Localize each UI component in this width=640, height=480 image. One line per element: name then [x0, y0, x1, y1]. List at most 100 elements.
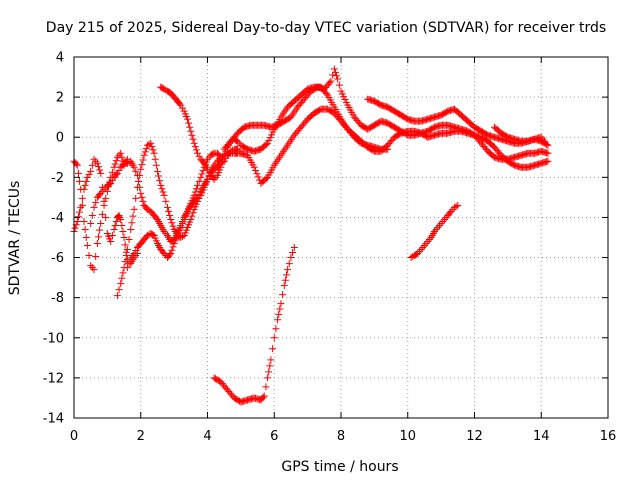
data-point: [110, 163, 118, 171]
data-point: [96, 226, 104, 234]
data-point: [254, 173, 262, 181]
x-tick-label: 16: [600, 429, 617, 444]
data-point: [81, 225, 89, 233]
data-point: [279, 291, 287, 299]
data-point: [71, 224, 79, 232]
y-tick-label: -8: [51, 291, 64, 306]
data-point: [100, 201, 108, 209]
data-point: [125, 236, 133, 244]
data-point: [190, 191, 198, 199]
data-point: [152, 161, 160, 169]
data-point: [141, 148, 149, 156]
data-point: [82, 177, 90, 185]
data-point: [118, 274, 126, 282]
x-tick-labels: 0 2 4 6 8 10 12 14 16: [70, 429, 616, 444]
data-point: [130, 250, 138, 258]
data-point: [190, 139, 198, 147]
data-point: [204, 165, 211, 173]
data-point: [137, 189, 145, 197]
data-point: [335, 81, 343, 89]
data-point: [219, 157, 227, 165]
data-point: [262, 383, 270, 391]
y-tick-label: -6: [51, 251, 64, 266]
data-point: [262, 140, 270, 148]
data-point: [88, 161, 96, 169]
data-point: [113, 292, 121, 300]
data-point: [108, 176, 116, 184]
data-point: [151, 155, 159, 163]
data-point: [281, 276, 289, 284]
data-point: [90, 203, 98, 211]
data-point: [334, 75, 342, 83]
data-point: [178, 104, 186, 112]
data-point: [150, 149, 158, 157]
data-point: [92, 253, 100, 261]
data-point: [121, 258, 129, 266]
axis-ticks: [73, 56, 609, 419]
data-point: [130, 163, 138, 171]
data-point: [262, 175, 270, 183]
data-point: [260, 392, 268, 400]
data-point: [163, 203, 171, 211]
data-point: [195, 152, 203, 160]
y-tick-label: -2: [51, 171, 64, 186]
x-tick-label: 6: [270, 429, 278, 444]
data-point: [93, 240, 101, 248]
data-point: [157, 181, 165, 189]
data-point: [452, 202, 460, 210]
data-point: [87, 219, 95, 227]
data-point: [187, 127, 195, 135]
data-point: [330, 65, 338, 73]
data-point: [85, 252, 93, 260]
data-point: [135, 177, 143, 185]
data-point: [160, 191, 168, 199]
x-tick-label: 4: [203, 429, 211, 444]
data-point: [276, 305, 284, 313]
satellite-track-5: [123, 149, 228, 272]
data-point: [78, 194, 86, 202]
data-point: [87, 167, 95, 175]
data-point: [252, 167, 260, 175]
data-point: [541, 137, 549, 145]
data-point: [205, 168, 213, 176]
data-point: [198, 170, 206, 178]
data-point: [264, 374, 272, 382]
data-point: [118, 153, 126, 161]
data-point: [140, 151, 148, 159]
data-point: [83, 173, 91, 181]
satellite-track-9: [364, 95, 552, 149]
data-point: [186, 123, 194, 131]
data-point: [169, 243, 177, 251]
satellite-track-10: [491, 123, 549, 145]
data-point: [454, 201, 462, 209]
data-point: [167, 250, 175, 258]
series-layer: [70, 65, 552, 406]
data-point: [138, 193, 146, 201]
x-tick-label: 2: [137, 429, 145, 444]
data-point: [147, 139, 155, 147]
data-point: [192, 146, 200, 154]
data-point: [193, 149, 201, 157]
data-point: [259, 393, 267, 401]
data-point: [544, 157, 552, 165]
data-point: [125, 260, 133, 268]
data-point: [269, 345, 277, 353]
data-point: [197, 173, 205, 181]
data-point: [139, 197, 147, 205]
data-point: [92, 198, 100, 206]
data-point: [193, 181, 201, 189]
data-point: [331, 68, 339, 76]
data-point: [85, 170, 93, 178]
x-tick-label: 14: [533, 429, 550, 444]
data-point: [119, 227, 127, 235]
data-point: [111, 160, 119, 168]
data-point: [98, 210, 106, 218]
data-point: [97, 169, 105, 177]
data-point: [162, 197, 170, 205]
data-point: [177, 101, 185, 109]
data-point: [176, 100, 184, 108]
data-point: [138, 161, 146, 169]
data-point: [193, 197, 201, 205]
y-axis-label: SDTVAR / TECUs: [7, 181, 23, 296]
